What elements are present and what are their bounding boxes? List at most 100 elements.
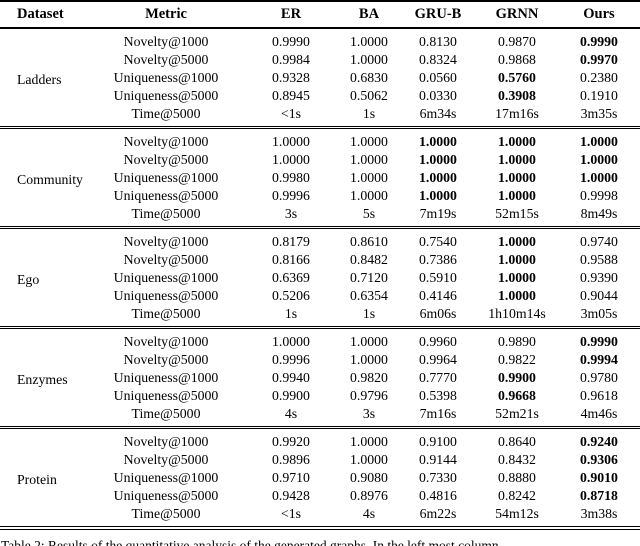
- value-cell-ours: 0.9994: [580, 352, 618, 367]
- value-cell-ours: 0.9306: [580, 452, 618, 467]
- value-cell-grnn: 0.9668: [498, 388, 536, 403]
- metric-label: Novelty@1000: [123, 134, 209, 149]
- value-cell-grnn: 52m21s: [495, 406, 539, 421]
- value-cell-grnn: 54m12s: [495, 506, 539, 521]
- value-cell-er: 0.9428: [272, 488, 310, 503]
- table-row: Uniqueness@1000 0.9980 1.0000 1.0000 1.0000 1…: [0, 169, 640, 187]
- value-cell-grnn: 0.8880: [498, 470, 536, 485]
- value-cell-gru-b: 0.7540: [419, 234, 457, 249]
- column-header-metric: Metric: [145, 6, 187, 22]
- table-row: Uniqueness@1000 0.9328 0.6830 0.0560 0.5760 0…: [0, 69, 640, 87]
- value-cell-er: 0.8945: [272, 88, 310, 103]
- value-cell-er: 0.9980: [272, 170, 310, 185]
- value-cell-gru-b: 6m34s: [419, 106, 457, 121]
- metric-label: Uniqueness@1000: [113, 170, 219, 185]
- metric-label: Novelty@1000: [123, 334, 209, 349]
- value-cell-gru-b: 6m06s: [419, 306, 457, 321]
- value-cell-grnn: 1.0000: [498, 188, 536, 203]
- value-cell-ours: 0.9740: [580, 234, 618, 249]
- value-cell-ours: 0.9970: [580, 52, 618, 67]
- value-cell-ours: 0.9990: [580, 34, 618, 49]
- value-cell-gru-b: 0.7770: [419, 370, 457, 385]
- value-cell-ba: 1.0000: [350, 434, 388, 449]
- dataset-label: Protein: [17, 471, 57, 487]
- value-cell-grnn: 1.0000: [498, 288, 536, 303]
- value-cell-gru-b: 0.0330: [419, 88, 457, 103]
- value-cell-ba: 0.7120: [350, 270, 388, 285]
- value-cell-grnn: 0.8242: [498, 488, 536, 503]
- column-header-dataset: Dataset: [17, 6, 64, 22]
- value-cell-ba: 1.0000: [350, 34, 388, 49]
- value-cell-ours: 0.9240: [580, 434, 618, 449]
- value-cell-grnn: 0.9868: [498, 52, 536, 67]
- metric-label: Novelty@1000: [123, 434, 209, 449]
- value-cell-er: 1.0000: [272, 134, 310, 149]
- value-cell-ours: 3m38s: [580, 506, 618, 521]
- value-cell-grnn: 0.8432: [498, 452, 536, 467]
- value-cell-er: <1s: [280, 106, 302, 121]
- value-cell-gru-b: 7m16s: [419, 406, 457, 421]
- metric-label: Time@5000: [131, 106, 201, 121]
- metric-label: Uniqueness@5000: [113, 188, 219, 203]
- value-cell-ours: 0.9390: [580, 270, 618, 285]
- table-row: Ego Novelty@1000 0.8179 0.8610 0.7540 1.0000 0…: [0, 228, 640, 287]
- value-cell-ours: 1.0000: [580, 134, 618, 149]
- table-row: Time@5000 <1s 1s 6m34s 17m16s 3m35s: [0, 105, 640, 128]
- value-cell-gru-b: 7m19s: [419, 206, 457, 221]
- value-cell-er: 1.0000: [272, 334, 310, 349]
- value-cell-er: 0.9896: [272, 452, 310, 467]
- value-cell-grnn: 1.0000: [498, 234, 536, 249]
- metric-label: Novelty@1000: [123, 234, 209, 249]
- value-cell-gru-b: 6m22s: [419, 506, 457, 521]
- value-cell-ours: 0.9044: [580, 288, 618, 303]
- value-cell-ba: 0.6830: [350, 70, 388, 85]
- value-cell-er: 0.8179: [272, 234, 310, 249]
- value-cell-grnn: 0.5760: [498, 70, 536, 85]
- dataset-label: Enzymes: [17, 371, 68, 387]
- metric-label: Novelty@5000: [123, 452, 209, 467]
- value-cell-grnn: 52m15s: [495, 206, 539, 221]
- value-cell-ours: 3m05s: [580, 306, 618, 321]
- metric-label: Novelty@1000: [123, 34, 209, 49]
- value-cell-er: 0.9900: [272, 388, 310, 403]
- value-cell-gru-b: 0.8324: [419, 52, 457, 67]
- value-cell-er: 1s: [284, 306, 298, 321]
- table-header: Dataset Metric ER BA GRU-B GRNN Ours: [0, 1, 640, 28]
- value-cell-grnn: 1.0000: [498, 152, 536, 167]
- value-cell-ba: 1.0000: [350, 188, 388, 203]
- metric-label: Uniqueness@5000: [113, 288, 219, 303]
- value-cell-er: 0.9920: [272, 434, 310, 449]
- value-cell-ours: 1.0000: [580, 170, 618, 185]
- value-cell-ba: 0.8482: [350, 252, 388, 267]
- value-cell-ba: 0.9820: [350, 370, 388, 385]
- value-cell-ba: 3s: [362, 406, 376, 421]
- metric-label: Uniqueness@5000: [113, 388, 219, 403]
- table-row: Time@5000 3s 5s 7m19s 52m15s 8m49s: [0, 205, 640, 228]
- value-cell-er: 0.6369: [272, 270, 310, 285]
- table-row: Uniqueness@5000 0.5206 0.6354 0.4146 1.0000 0…: [0, 287, 640, 305]
- table-row: Novelty@5000 1.0000 1.0000 1.0000 1.0000 1.00…: [0, 151, 640, 169]
- table-row: Uniqueness@5000 0.9900 0.9796 0.5398 0.9668 0…: [0, 387, 640, 405]
- table-row: Enzymes Novelty@1000 1.0000 1.0000 0.9960 0.9…: [0, 328, 640, 387]
- table-row: Uniqueness@5000 0.9996 1.0000 1.0000 1.0000 0…: [0, 187, 640, 205]
- value-cell-gru-b: 1.0000: [419, 152, 457, 167]
- value-cell-ba: 0.9796: [350, 388, 388, 403]
- metric-label: Novelty@5000: [123, 52, 209, 67]
- value-cell-ours: 0.9588: [580, 252, 618, 267]
- value-cell-ours: 0.2380: [580, 70, 618, 85]
- value-cell-ba: 1.0000: [350, 452, 388, 467]
- column-header-er: ER: [280, 6, 302, 22]
- dataset-group-enzymes: Enzymes Novelty@1000 1.0000 1.0000 0.9960 0.9…: [0, 327, 640, 428]
- table-row: Ladders Novelty@1000 0.9990 1.0000 0.8130 0.9…: [0, 28, 640, 87]
- value-cell-er: 0.8166: [272, 252, 310, 267]
- table-row: Uniqueness@5000 0.9428 0.8976 0.4816 0.8242 0…: [0, 487, 640, 505]
- metric-label: Uniqueness@5000: [113, 88, 219, 103]
- value-cell-er: 3s: [284, 206, 298, 221]
- dataset-group-community: Community Novelty@1000 1.0000 1.0000 1.0000 1…: [0, 127, 640, 228]
- value-cell-gru-b: 0.5910: [419, 270, 457, 285]
- value-cell-gru-b: 0.4816: [419, 488, 457, 503]
- metric-label: Uniqueness@1000: [113, 70, 219, 85]
- table-row: Uniqueness@1000 0.6369 0.7120 0.5910 1.0000 0…: [0, 269, 640, 287]
- results-table: Dataset Metric ER BA GRU-B GRNN Ours Ladders No…: [0, 0, 640, 530]
